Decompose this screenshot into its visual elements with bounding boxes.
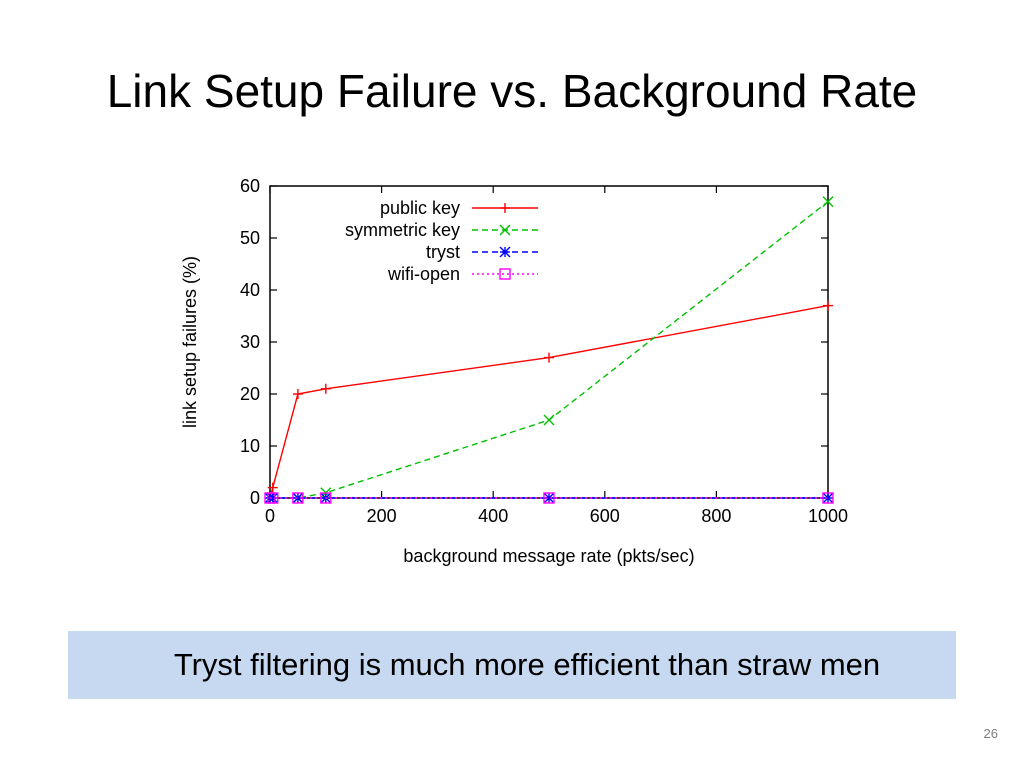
data-point [320,383,331,394]
legend-marker [499,246,511,258]
data-point [320,492,332,504]
series-line [270,201,829,499]
data-point [543,414,555,426]
y-tick-label: 20 [240,384,260,404]
slide-number: 26 [983,726,998,741]
data-point [822,492,834,504]
series-public-key [265,300,833,503]
x-axis-label: background message rate (pkts/sec) [403,546,694,566]
y-tick-label: 10 [240,436,260,456]
x-tick-label: 0 [265,506,275,526]
legend-marker [499,268,511,280]
callout-box: Tryst filtering is much more efficient t… [68,631,956,699]
x-tick-label: 1000 [808,506,848,526]
line-chart: 0 200 400 600 800 1000 0 10 20 30 40 50 60 public ke… [180,176,848,566]
y-tick-label: 30 [240,332,260,352]
x-tick-label: 400 [478,506,508,526]
legend-label: public key [380,198,460,218]
y-tick-label: 60 [240,176,260,196]
data-point [267,482,278,493]
legend-label: symmetric key [345,220,460,240]
x-tick-label: 600 [590,506,620,526]
data-point [544,352,554,363]
x-tick-label: 800 [701,506,731,526]
data-point [267,492,279,504]
data-point [543,492,555,504]
series-wifi-open [264,492,834,504]
slide-title: Link Setup Failure vs. Background Rate [106,65,918,117]
y-tick-label: 0 [250,488,260,508]
x-tick-label: 200 [367,506,397,526]
data-point [267,492,279,504]
legend-label: tryst [426,242,460,262]
series-line [269,304,829,499]
y-tick-label: 50 [240,228,260,248]
chart-series [264,196,834,504]
data-point [543,492,555,504]
legend-label: wifi-open [387,264,460,284]
callout-text: Tryst filtering is much more efficient t… [173,647,881,682]
data-point [823,300,833,311]
data-point [822,492,834,504]
data-point [292,389,303,399]
legend-marker [499,224,511,236]
data-point [822,196,834,208]
y-axis-label: link setup failures (%) [180,256,200,428]
series-symmetric-key [264,196,834,504]
legend-marker [500,203,510,213]
y-tick-label: 40 [240,280,260,300]
data-point [292,492,304,504]
chart-axes: 0 200 400 600 800 1000 0 10 20 30 40 50 60 [240,176,848,526]
